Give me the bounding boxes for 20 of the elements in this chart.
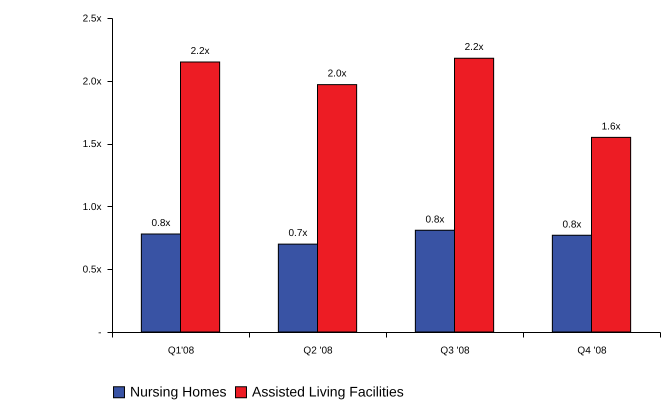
y-tick-label: - — [98, 328, 102, 338]
x-tick-label: Q1'08 — [168, 346, 195, 356]
x-tick-label: Q2 '08 — [303, 346, 334, 356]
data-label: 0.8x — [151, 218, 170, 230]
x-tick-label: Q4 '08 — [577, 346, 608, 356]
legend-label: Nursing Homes — [130, 383, 226, 400]
legend-label: Assisted Living Facilities — [252, 383, 404, 400]
x-tick-label: Q3 '08 — [440, 346, 470, 356]
y-tick-label: 1.5x — [82, 139, 102, 150]
data-label: 0.8x — [562, 219, 582, 230]
y-tick-label: 2.0x — [82, 76, 102, 88]
data-label: 0.7x — [288, 228, 308, 240]
data-label: 2.2x — [190, 46, 210, 57]
data-label: 1.6x — [602, 121, 621, 132]
data-label: 0.8x — [425, 214, 444, 226]
data-label: 2.2x — [464, 42, 484, 54]
y-tick-label: 1.0x — [82, 202, 102, 213]
data-label: 2.0x — [328, 68, 347, 80]
y-tick-label: 2.5x — [82, 14, 102, 24]
y-tick-label: 0.5x — [82, 264, 102, 276]
